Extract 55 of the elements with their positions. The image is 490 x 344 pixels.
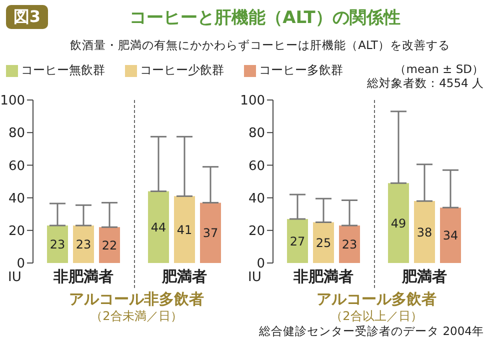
bar: [148, 191, 169, 263]
y-axis-title: IU: [8, 270, 22, 285]
bar: [339, 226, 360, 263]
legend-label: コーヒー少飲群: [140, 62, 224, 79]
y-tick-label: 40: [8, 191, 25, 206]
data-label: 41: [176, 222, 192, 237]
y-tick-label: 0: [256, 256, 265, 272]
bar: [174, 196, 195, 263]
data-label: 34: [442, 228, 458, 243]
x-axis-title: アルコール非多飲者: [68, 290, 205, 309]
data-label: 37: [202, 226, 218, 240]
bar: [47, 226, 68, 263]
y-tick-label: 20: [8, 224, 25, 240]
bar: [99, 227, 120, 263]
bar: [287, 218, 308, 263]
y-tick-label: 60: [8, 158, 25, 174]
y-tick-label: 20: [248, 224, 265, 240]
y-tick-label: 80: [248, 126, 265, 142]
data-label: 38: [416, 225, 432, 240]
legend-label: コーヒー多飲群: [259, 62, 343, 79]
caption: 図3: [6, 5, 48, 29]
data-label: 27: [290, 234, 306, 248]
data-label: 22: [102, 238, 118, 252]
bar: [313, 222, 334, 263]
data-label: 44: [150, 220, 166, 234]
text: 飲酒量・肥満の有無にかかわらずコーヒーは肝機能（ALT）を改善する: [69, 38, 451, 53]
x-axis-title: アルコール多飲者: [316, 290, 438, 309]
text: 総対象者数：4554 人: [367, 76, 484, 91]
text: （mean ± SD）: [394, 62, 484, 77]
y-tick-label: 100: [240, 94, 265, 109]
data-label: 23: [342, 238, 358, 252]
y-tick-label: 40: [248, 191, 265, 206]
text: 総合健診センター受診者のデータ 2004年: [259, 324, 484, 339]
y-tick-label: 100: [0, 94, 25, 109]
text: （2合以上／日）: [330, 309, 424, 324]
x-tick-label: 非肥満者: [292, 268, 354, 286]
bar: [388, 183, 409, 263]
x-tick-label: 肥満者: [161, 268, 207, 286]
y-tick-label: 80: [8, 126, 25, 142]
chart-title: コーヒーと肝機能（ALT）の関係性: [128, 7, 402, 29]
data-label: 23: [76, 238, 92, 252]
text: （2合未満／日）: [90, 309, 184, 324]
data-label: 49: [390, 216, 406, 230]
x-tick-label: 非肥満者: [52, 268, 114, 286]
data-label: 23: [50, 238, 66, 252]
bar: [73, 226, 94, 263]
data-label: 25: [316, 236, 332, 250]
legend-label: コーヒー無飲群: [21, 62, 105, 79]
bar: [414, 201, 435, 263]
y-axis-title: IU: [248, 270, 262, 285]
x-tick-label: 肥満者: [401, 268, 447, 286]
y-tick-label: 60: [248, 158, 265, 174]
bar: [200, 202, 221, 263]
y-tick-label: 0: [16, 256, 25, 272]
bar: [440, 208, 461, 263]
